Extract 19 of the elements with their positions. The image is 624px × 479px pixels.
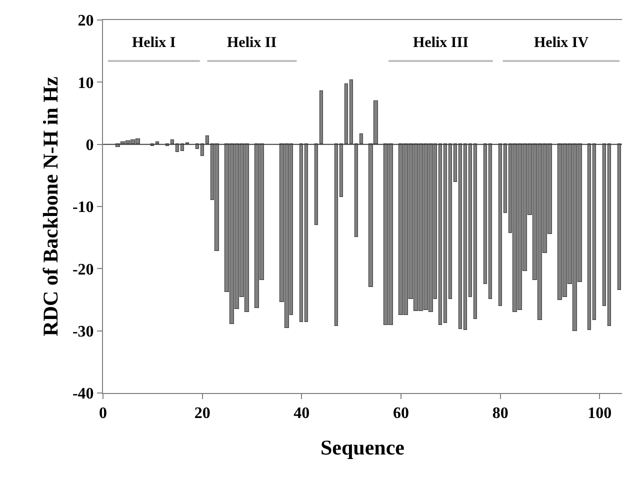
- x-tick-label: 0: [99, 405, 107, 422]
- y-tick-label: -30: [72, 323, 94, 340]
- y-tick-label: -10: [72, 199, 94, 216]
- series-label: Helix III: [413, 35, 469, 51]
- x-axis-title: Sequence: [320, 435, 404, 460]
- x-tick-label: 60: [392, 405, 409, 422]
- x-tick-label: 20: [194, 405, 210, 422]
- y-tick-label: -20: [72, 261, 94, 278]
- y-tick-label: 10: [78, 74, 94, 92]
- series-label: Helix I: [132, 35, 176, 51]
- x-tick-label: 40: [294, 405, 310, 422]
- series-label: Helix II: [227, 35, 277, 51]
- x-tick-label: 80: [492, 405, 508, 422]
- y-axis-title: RDC of Backbone N-H in Hz: [38, 76, 63, 336]
- y-tick-label: -40: [72, 386, 94, 403]
- y-tick-label: 0: [86, 136, 94, 154]
- x-tick-label: 100: [588, 405, 612, 422]
- y-tick-label: 20: [78, 12, 94, 30]
- series-label: Helix IV: [534, 35, 589, 51]
